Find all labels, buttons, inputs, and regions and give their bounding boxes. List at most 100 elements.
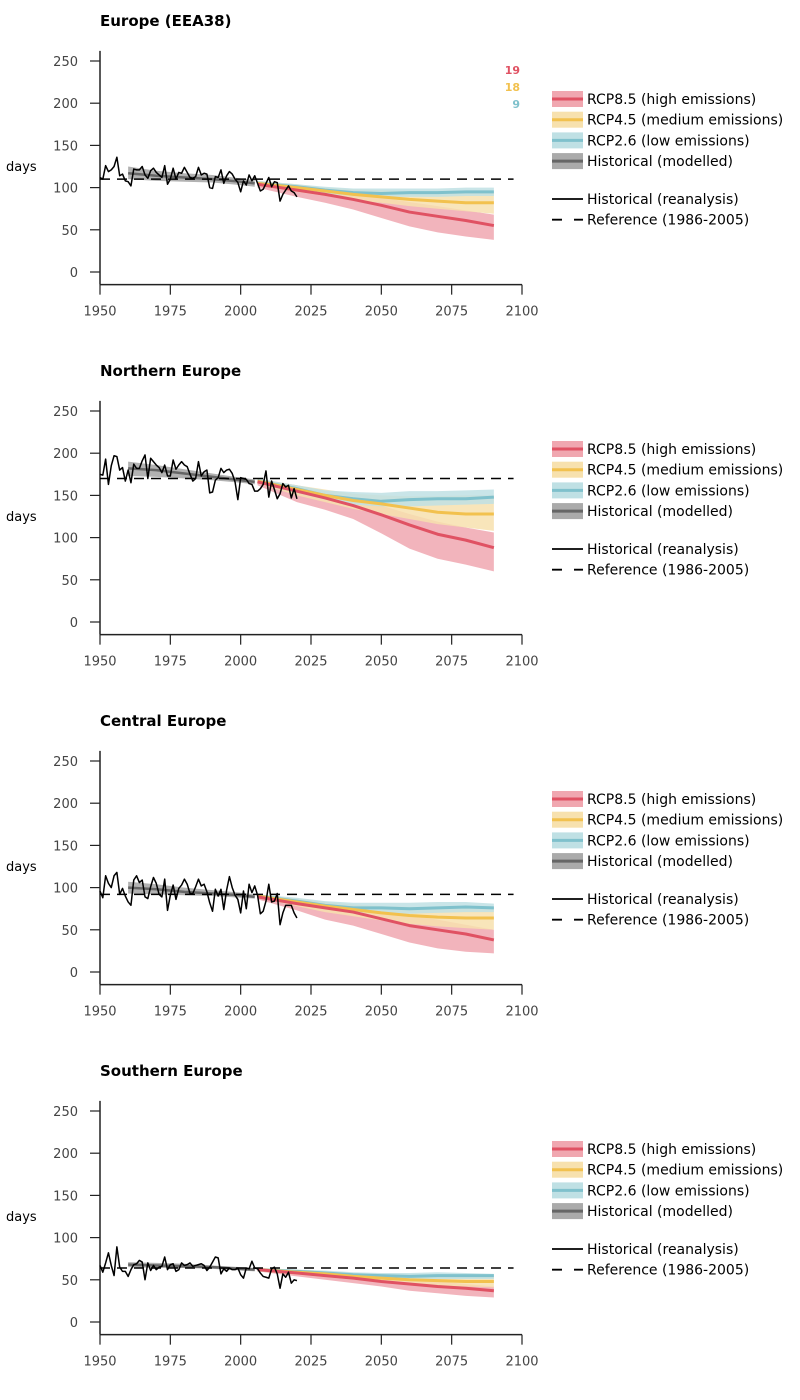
x-tick-label: 2100 bbox=[505, 305, 538, 320]
legend-label: Historical (modelled) bbox=[587, 854, 733, 870]
model-count-label: 9 bbox=[512, 98, 520, 111]
x-tick-label: 2075 bbox=[435, 1005, 468, 1020]
x-tick-label: 1975 bbox=[154, 1005, 187, 1020]
chart-panel: Central Europe days 0 50 100 150 200 250 1950 197… bbox=[6, 712, 783, 1020]
legend-label: RCP2.6 (low emissions) bbox=[587, 833, 750, 849]
x-tick-label: 1950 bbox=[83, 1005, 116, 1020]
y-tick-label: 150 bbox=[53, 839, 78, 854]
legend-label: RCP2.6 (low emissions) bbox=[587, 133, 750, 149]
y-tick-label: 200 bbox=[53, 447, 78, 462]
x-tick-label: 2075 bbox=[435, 1355, 468, 1370]
legend-label: Reference (1986-2005) bbox=[587, 563, 749, 579]
x-tick-label: 2100 bbox=[505, 1005, 538, 1020]
historical-modelled-line bbox=[128, 467, 255, 484]
rcp45-mean-line bbox=[257, 894, 494, 920]
legend-label: RCP4.5 (medium emissions) bbox=[587, 113, 783, 129]
y-tick-label: 100 bbox=[53, 1232, 78, 1247]
y-tick-label: 150 bbox=[53, 1189, 78, 1204]
x-tick-label: 2000 bbox=[224, 305, 257, 320]
y-tick-label: 0 bbox=[70, 266, 78, 281]
x-tick-label: 1975 bbox=[154, 1355, 187, 1370]
legend-label: Reference (1986-2005) bbox=[587, 213, 749, 229]
chart-panel: Northern Europe days 0 50 100 150 200 250 1950 19… bbox=[6, 362, 783, 670]
chart-title: Europe (EEA38) bbox=[100, 12, 231, 30]
x-tick-label: 2025 bbox=[294, 1005, 327, 1020]
x-tick-label: 2100 bbox=[505, 655, 538, 670]
legend-label: Historical (reanalysis) bbox=[587, 1242, 739, 1258]
y-tick-label: 0 bbox=[70, 966, 78, 981]
chart-title: Northern Europe bbox=[100, 362, 241, 380]
x-tick-label: 2025 bbox=[294, 305, 327, 320]
y-tick-label: 150 bbox=[53, 489, 78, 504]
x-tick-label: 2050 bbox=[365, 1005, 398, 1020]
y-tick-label: 200 bbox=[53, 1147, 78, 1162]
x-tick-label: 2075 bbox=[435, 305, 468, 320]
model-count-label: 19 bbox=[505, 64, 520, 77]
x-tick-label: 2025 bbox=[294, 1355, 327, 1370]
y-axis-label: days bbox=[6, 160, 37, 175]
x-tick-label: 2100 bbox=[505, 1355, 538, 1370]
x-tick-label: 2075 bbox=[435, 655, 468, 670]
y-tick-label: 50 bbox=[61, 224, 78, 239]
rcp85-mean-line bbox=[257, 895, 495, 942]
x-tick-label: 2025 bbox=[294, 655, 327, 670]
y-tick-label: 50 bbox=[61, 574, 78, 589]
legend-label: Reference (1986-2005) bbox=[587, 1263, 749, 1279]
reanalysis-line bbox=[99, 454, 298, 501]
legend: RCP8.5 (high emissions) RCP4.5 (medium em… bbox=[552, 1141, 783, 1279]
y-tick-label: 250 bbox=[53, 405, 78, 420]
y-tick-label: 100 bbox=[53, 882, 78, 897]
legend-label: Historical (reanalysis) bbox=[587, 192, 739, 208]
rcp85-band bbox=[257, 479, 494, 572]
model-count-label: 18 bbox=[505, 81, 520, 94]
legend-label: Historical (modelled) bbox=[587, 1204, 733, 1220]
reanalysis-line bbox=[99, 871, 298, 926]
y-tick-label: 250 bbox=[53, 1105, 78, 1120]
legend-label: RCP2.6 (low emissions) bbox=[587, 483, 750, 499]
x-tick-label: 1975 bbox=[154, 655, 187, 670]
x-tick-label: 1950 bbox=[83, 1355, 116, 1370]
legend-label: Historical (modelled) bbox=[587, 154, 733, 170]
rcp85-mean-line bbox=[257, 182, 495, 228]
y-tick-label: 50 bbox=[61, 924, 78, 939]
legend-label: RCP8.5 (high emissions) bbox=[587, 792, 756, 808]
x-tick-label: 2000 bbox=[224, 655, 257, 670]
legend-label: Historical (modelled) bbox=[587, 504, 733, 520]
y-tick-label: 100 bbox=[53, 182, 78, 197]
y-tick-label: 200 bbox=[53, 797, 78, 812]
legend-label: RCP4.5 (medium emissions) bbox=[587, 463, 783, 479]
rcp85-mean-line bbox=[257, 1268, 495, 1293]
y-axis-label: days bbox=[6, 510, 37, 525]
rcp85-mean-line bbox=[257, 480, 495, 550]
legend-label: RCP8.5 (high emissions) bbox=[587, 1142, 756, 1158]
legend: RCP8.5 (high emissions) RCP4.5 (medium em… bbox=[552, 91, 783, 229]
legend: RCP8.5 (high emissions) RCP4.5 (medium em… bbox=[552, 791, 783, 929]
y-tick-label: 0 bbox=[70, 1316, 78, 1331]
x-tick-label: 1950 bbox=[83, 655, 116, 670]
y-tick-label: 50 bbox=[61, 1274, 78, 1289]
chart-panel: Southern Europe days 0 50 100 150 200 250 1950 19… bbox=[6, 1062, 783, 1370]
chart-panel: Europe (EEA38) days 0 50 100 150 200 250 1950 197… bbox=[6, 12, 783, 320]
chart-title: Central Europe bbox=[100, 712, 226, 730]
y-tick-label: 200 bbox=[53, 97, 78, 112]
y-tick-label: 100 bbox=[53, 532, 78, 547]
legend-label: RCP4.5 (medium emissions) bbox=[587, 813, 783, 829]
y-tick-label: 250 bbox=[53, 755, 78, 770]
legend-label: Historical (reanalysis) bbox=[587, 892, 739, 908]
y-tick-label: 150 bbox=[53, 139, 78, 154]
historical-modelled-line bbox=[128, 1263, 255, 1271]
x-tick-label: 2050 bbox=[365, 655, 398, 670]
rcp45-mean-line bbox=[257, 479, 494, 516]
legend: RCP8.5 (high emissions) RCP4.5 (medium em… bbox=[552, 441, 783, 579]
y-axis-label: days bbox=[6, 1210, 37, 1225]
legend-label: RCP2.6 (low emissions) bbox=[587, 1183, 750, 1199]
reanalysis-line bbox=[99, 1246, 298, 1289]
rcp45-mean-line bbox=[257, 181, 494, 205]
rcp85-band bbox=[257, 180, 494, 240]
chart-title: Southern Europe bbox=[100, 1062, 243, 1080]
x-tick-label: 2000 bbox=[224, 1355, 257, 1370]
x-tick-label: 1950 bbox=[83, 305, 116, 320]
legend-label: Historical (reanalysis) bbox=[587, 542, 739, 558]
legend-label: RCP8.5 (high emissions) bbox=[587, 92, 756, 108]
